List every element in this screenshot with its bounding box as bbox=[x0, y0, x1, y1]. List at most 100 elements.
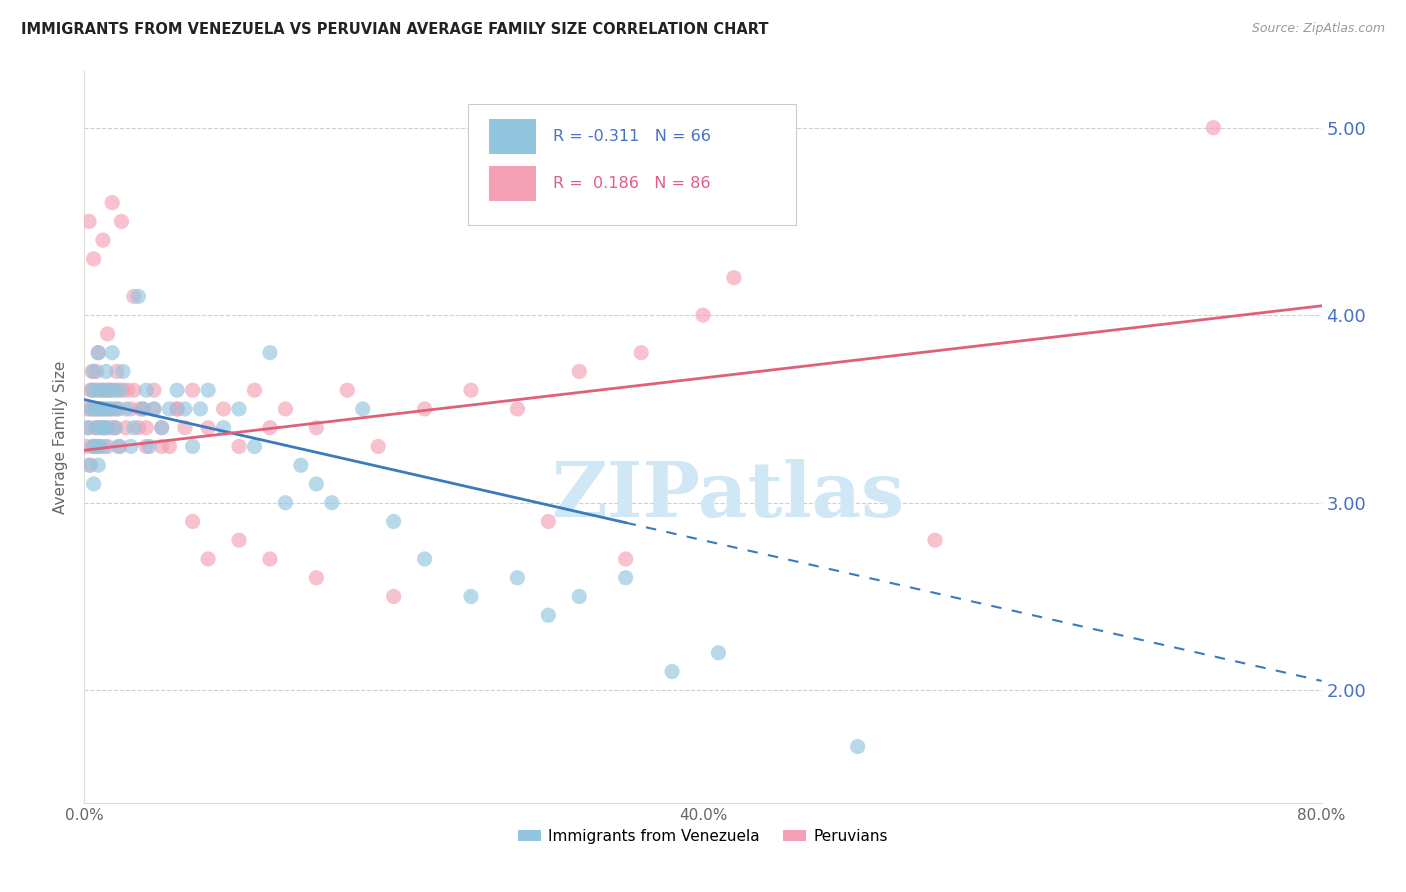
Point bbox=[108, 383, 131, 397]
Point bbox=[506, 571, 529, 585]
Point bbox=[83, 252, 105, 266]
Point bbox=[82, 383, 104, 397]
Point bbox=[614, 571, 637, 585]
Point bbox=[96, 420, 118, 434]
Point bbox=[1202, 120, 1225, 135]
Point bbox=[83, 440, 105, 454]
Point bbox=[181, 515, 204, 529]
Point bbox=[127, 289, 149, 303]
Point bbox=[90, 420, 112, 434]
Y-axis label: Average Family Size: Average Family Size bbox=[53, 360, 69, 514]
Point bbox=[83, 364, 105, 378]
Point bbox=[115, 401, 138, 416]
Point bbox=[174, 420, 197, 434]
Point bbox=[166, 401, 188, 416]
Point bbox=[127, 420, 149, 434]
Point bbox=[181, 440, 204, 454]
Point bbox=[105, 401, 128, 416]
Point bbox=[75, 440, 97, 454]
Point bbox=[122, 420, 145, 434]
Point bbox=[692, 308, 714, 322]
Point bbox=[98, 401, 121, 416]
Point bbox=[79, 458, 101, 473]
Point bbox=[290, 458, 312, 473]
Point bbox=[76, 401, 98, 416]
Point bbox=[143, 401, 166, 416]
Text: IMMIGRANTS FROM VENEZUELA VS PERUVIAN AVERAGE FAMILY SIZE CORRELATION CHART: IMMIGRANTS FROM VENEZUELA VS PERUVIAN AV… bbox=[21, 22, 769, 37]
Point bbox=[150, 420, 173, 434]
Point bbox=[110, 214, 132, 228]
Point bbox=[122, 383, 145, 397]
Point bbox=[84, 440, 107, 454]
Point bbox=[506, 401, 529, 416]
Point bbox=[120, 440, 142, 454]
Text: R = -0.311   N = 66: R = -0.311 N = 66 bbox=[554, 129, 711, 144]
Point bbox=[93, 420, 115, 434]
Text: R =  0.186   N = 86: R = 0.186 N = 86 bbox=[554, 176, 711, 191]
Point bbox=[159, 401, 180, 416]
Point bbox=[93, 401, 115, 416]
Point bbox=[91, 420, 114, 434]
Point bbox=[112, 364, 135, 378]
Point bbox=[259, 420, 281, 434]
Point bbox=[132, 401, 155, 416]
Point bbox=[188, 401, 211, 416]
Legend: Immigrants from Venezuela, Peruvians: Immigrants from Venezuela, Peruvians bbox=[512, 822, 894, 850]
Point bbox=[79, 401, 101, 416]
Point bbox=[82, 364, 104, 378]
Point bbox=[382, 590, 405, 604]
Point bbox=[460, 383, 482, 397]
Point bbox=[135, 420, 157, 434]
Point bbox=[243, 440, 266, 454]
Point bbox=[305, 571, 328, 585]
Point bbox=[84, 420, 107, 434]
Point bbox=[104, 420, 127, 434]
Point bbox=[90, 401, 112, 416]
Point bbox=[243, 383, 266, 397]
Point bbox=[101, 420, 124, 434]
Text: ZIPatlas: ZIPatlas bbox=[551, 458, 904, 533]
Point bbox=[82, 401, 104, 416]
Point bbox=[259, 552, 281, 566]
Point bbox=[336, 383, 359, 397]
Point bbox=[568, 590, 591, 604]
Point bbox=[76, 420, 98, 434]
Point bbox=[197, 552, 219, 566]
Point bbox=[98, 383, 121, 397]
Point bbox=[723, 270, 745, 285]
Point bbox=[174, 401, 197, 416]
Point bbox=[228, 440, 250, 454]
Point bbox=[105, 364, 128, 378]
Point bbox=[87, 345, 110, 359]
Point bbox=[197, 383, 219, 397]
Point bbox=[367, 440, 389, 454]
Point bbox=[166, 383, 188, 397]
Point bbox=[132, 401, 155, 416]
Point bbox=[274, 496, 297, 510]
Point bbox=[122, 289, 145, 303]
Point bbox=[382, 515, 405, 529]
Point bbox=[321, 496, 343, 510]
Point bbox=[91, 383, 114, 397]
Point bbox=[105, 383, 128, 397]
Point bbox=[87, 401, 110, 416]
Point bbox=[101, 345, 124, 359]
Point bbox=[96, 383, 118, 397]
Point bbox=[120, 401, 142, 416]
Point bbox=[91, 383, 114, 397]
Point bbox=[197, 420, 219, 434]
Point bbox=[707, 646, 730, 660]
Point bbox=[846, 739, 869, 754]
Bar bbox=[489, 166, 536, 201]
Point bbox=[77, 214, 100, 228]
Point bbox=[413, 401, 436, 416]
Point bbox=[143, 383, 166, 397]
Point bbox=[661, 665, 683, 679]
Point bbox=[94, 364, 117, 378]
Point bbox=[89, 440, 111, 454]
Point bbox=[100, 401, 122, 416]
Point bbox=[83, 477, 105, 491]
Point bbox=[79, 383, 101, 397]
Point bbox=[537, 515, 560, 529]
Point bbox=[413, 552, 436, 566]
